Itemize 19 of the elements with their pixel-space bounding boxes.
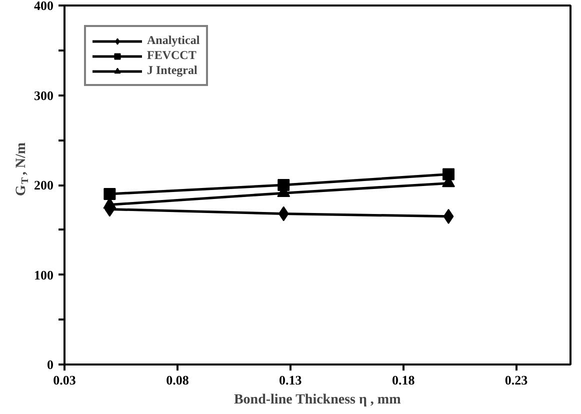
x-tick-label: 0.23 [504, 372, 528, 388]
y-tick-label: 100 [34, 267, 54, 282]
y-tick-label: 200 [34, 178, 54, 192]
legend-label: J Integral [147, 63, 198, 78]
legend-label: FEVCCT [147, 48, 196, 63]
x-tick-label: 0.18 [392, 372, 416, 388]
point [442, 168, 455, 180]
x-tick-label: 0.08 [166, 372, 190, 388]
point [443, 208, 454, 224]
y-axis-title: GT, N/m [14, 142, 31, 196]
x-tick-label: 0.13 [279, 372, 302, 388]
y-tick-label: 0 [47, 357, 54, 372]
point [104, 188, 116, 200]
y-tick-label: 400 [34, 0, 54, 13]
y-tick-label: 300 [34, 88, 54, 103]
x-axis-title: Bond-line Thickness η , mm [234, 392, 402, 408]
x-tick-label: 0.03 [53, 372, 76, 388]
legend-label: Analytical [147, 33, 200, 48]
point [278, 206, 289, 222]
